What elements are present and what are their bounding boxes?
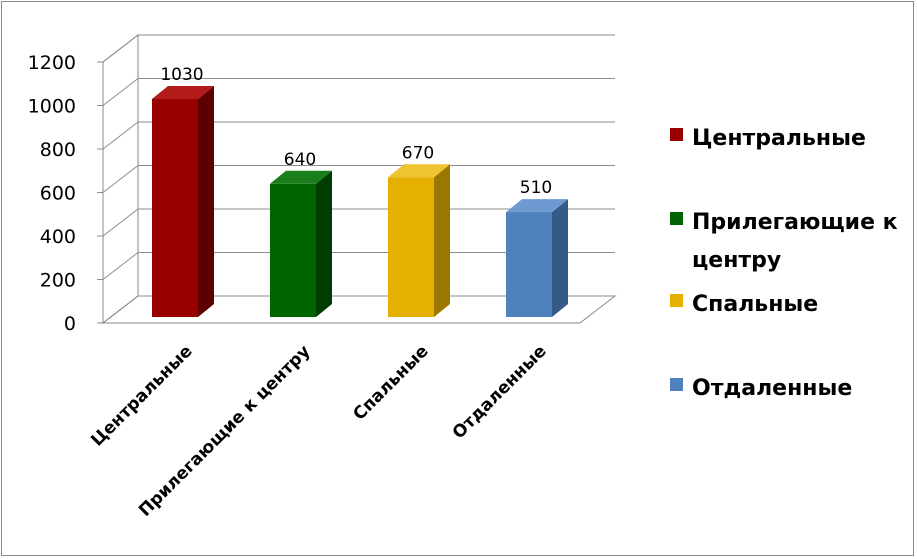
gridline (102, 78, 615, 106)
bar (388, 177, 434, 317)
x-tick-label: Спальные (349, 341, 432, 424)
gridline (102, 252, 615, 280)
legend-label: Центральные (692, 126, 866, 151)
data-label: 510 (520, 178, 552, 198)
legend-swatch (670, 128, 683, 141)
bar-side (198, 85, 214, 317)
data-label: 640 (284, 150, 316, 170)
y-tick-label: 1200 (28, 52, 76, 74)
data-label: 1030 (160, 65, 203, 85)
bar-top (270, 170, 332, 184)
legend-label: Прилегающие к (692, 210, 898, 235)
x-tick-label: Центральные (87, 341, 196, 450)
legend-swatch (670, 378, 683, 391)
bar-top (388, 164, 450, 178)
y-tick-label: 0 (64, 313, 76, 335)
gridline (102, 295, 615, 324)
data-label: 670 (402, 143, 434, 163)
legend-label: Спальные (692, 292, 818, 317)
legend-swatch (670, 212, 683, 225)
gridline (102, 34, 615, 63)
y-tick-label: 400 (40, 226, 76, 248)
gridline (102, 208, 615, 237)
bar (152, 98, 198, 317)
y-tick-label: 800 (40, 139, 76, 161)
bar-side (316, 170, 332, 317)
bar-top (152, 85, 214, 99)
gridline (102, 165, 615, 193)
gridline (102, 121, 615, 150)
y-tick-label: 1000 (28, 96, 76, 118)
y-tick-label: 600 (40, 183, 76, 205)
bar-side (552, 199, 568, 317)
x-tick-label: Отдаленные (449, 341, 551, 443)
bar-top (506, 199, 568, 213)
bar (270, 183, 316, 317)
legend-swatch (670, 294, 683, 307)
legend-label: Отдаленные (692, 376, 852, 401)
legend-label: центру (692, 248, 781, 273)
bar-side (434, 164, 450, 317)
bar (506, 212, 552, 317)
y-tick-label: 200 (40, 270, 76, 292)
